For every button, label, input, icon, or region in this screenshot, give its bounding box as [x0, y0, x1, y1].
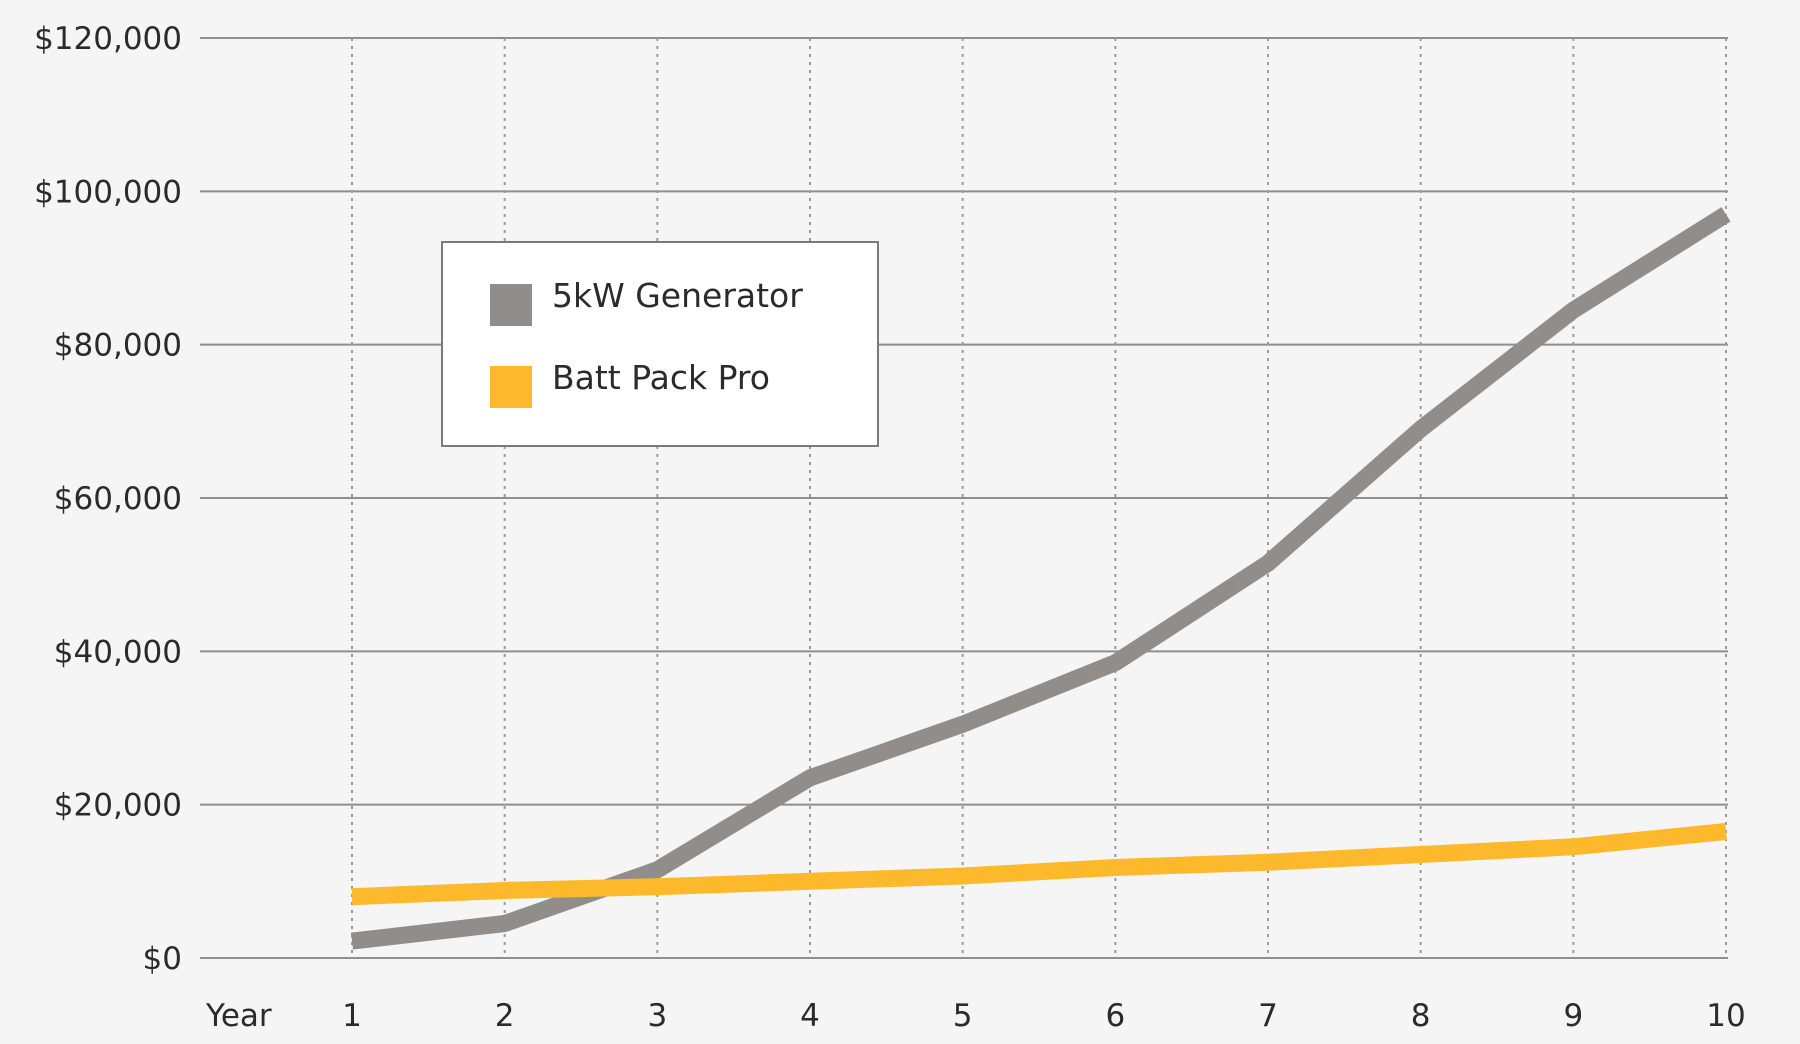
y-tick-label: $60,000 — [54, 481, 182, 517]
x-axis-tick-labels: Year 1 2 3 4 5 6 7 8 9 10 — [205, 998, 1746, 1034]
legend: 5kW Generator Batt Pack Pro — [441, 241, 879, 447]
y-tick-label: $120,000 — [34, 21, 182, 57]
series-lines — [351, 207, 1731, 950]
legend-label-5kw-generator: 5kW Generator — [552, 276, 803, 315]
x-tick-label: 7 — [1258, 998, 1278, 1034]
y-tick-label: $100,000 — [34, 174, 182, 210]
x-tick-label: 5 — [953, 998, 973, 1034]
legend-swatch-5kw-generator — [490, 284, 532, 326]
legend-label-batt-pack-pro: Batt Pack Pro — [552, 358, 770, 397]
horizontal-gridlines — [200, 37, 1728, 959]
y-tick-label: $0 — [143, 941, 182, 977]
series-line-batt-pack-pro — [351, 823, 1727, 906]
x-tick-label: 8 — [1411, 998, 1431, 1034]
y-tick-label: $80,000 — [54, 328, 182, 364]
y-axis-tick-labels: $0 $20,000 $40,000 $60,000 $80,000 $100,000 $1… — [34, 21, 182, 977]
legend-swatch-batt-pack-pro — [490, 366, 532, 408]
legend-box — [441, 241, 879, 447]
x-axis-label: Year — [205, 998, 272, 1034]
x-tick-label: 2 — [495, 998, 515, 1034]
x-tick-label: 10 — [1706, 998, 1745, 1034]
x-tick-label: 6 — [1105, 998, 1125, 1034]
x-tick-label: 9 — [1563, 998, 1583, 1034]
y-tick-label: $20,000 — [54, 788, 182, 824]
x-tick-label: 1 — [342, 998, 362, 1034]
vertical-gridlines — [351, 38, 1727, 958]
y-tick-label: $40,000 — [54, 634, 182, 670]
x-tick-label: 4 — [800, 998, 820, 1034]
x-tick-label: 3 — [647, 998, 667, 1034]
